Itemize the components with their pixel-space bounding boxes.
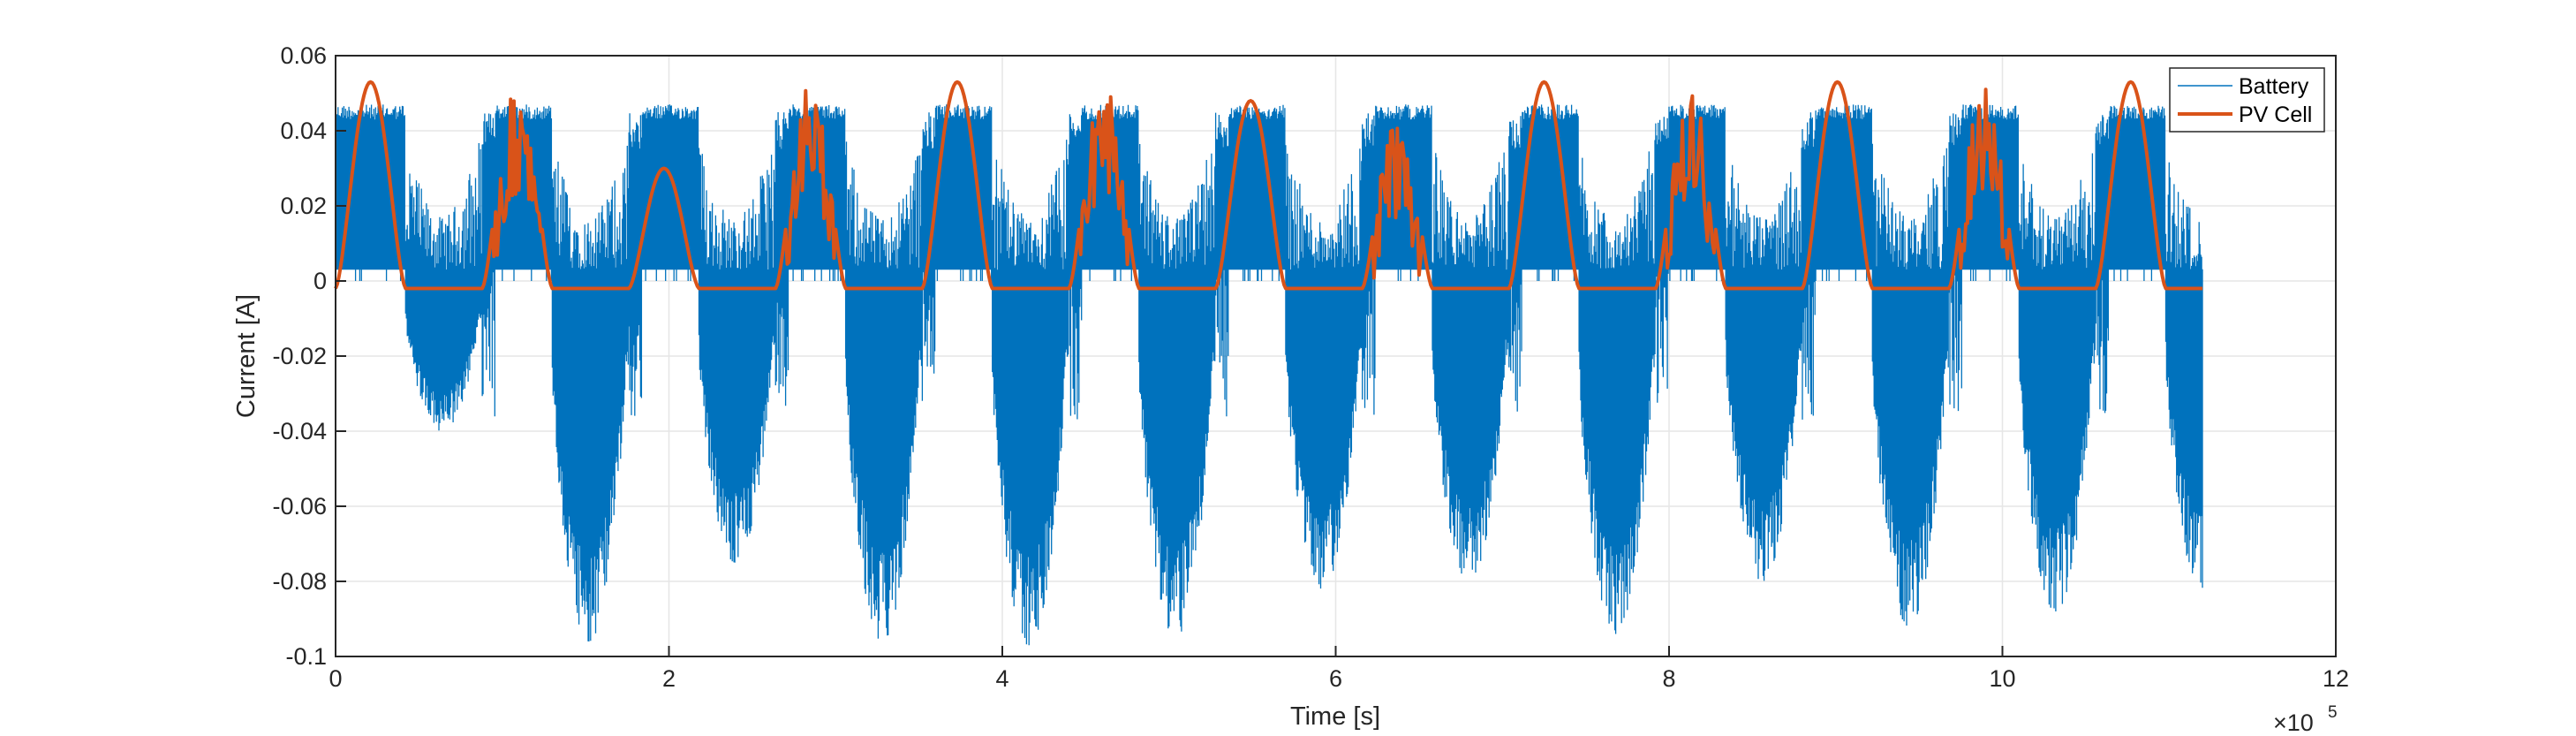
x-tick-labels: 0 2 4 6 8 10 12 (329, 665, 2349, 692)
y-tick-label: 0.02 (280, 193, 327, 219)
x-tick-label: 12 (2323, 665, 2349, 692)
legend-box (2169, 67, 2325, 133)
x-exponent-label: ×10 5 (2273, 703, 2338, 736)
axis-ticks (335, 55, 2337, 657)
y-tick-label: -0.1 (285, 643, 327, 670)
legend-label-pv-cell: PV Cell (2239, 102, 2312, 127)
x-exponent-power: 5 (2328, 703, 2338, 722)
x-axis-label: Time [s] (1290, 702, 1380, 731)
y-tick-labels: -0.1 -0.08 -0.06 -0.04 -0.02 0 0.02 0.04 0.06 (272, 42, 327, 670)
y-tick-label: -0.04 (272, 418, 327, 444)
x-tick-label: 6 (1329, 665, 1342, 692)
x-tick-label: 2 (662, 665, 676, 692)
legend-label-battery: Battery (2239, 74, 2309, 99)
pv-cell-line (334, 80, 2202, 291)
y-tick-label: -0.06 (272, 493, 327, 520)
pv-cell-series (334, 80, 2202, 291)
x-tick-label: 0 (329, 665, 342, 692)
y-tick-label: 0.04 (280, 118, 327, 144)
x-tick-label: 8 (1662, 665, 1675, 692)
x-tick-label: 4 (995, 665, 1008, 692)
y-tick-label: -0.08 (272, 568, 327, 595)
x-tick-label: 10 (1989, 665, 2015, 692)
legend: Battery PV Cell (2169, 67, 2325, 133)
y-tick-label: -0.02 (272, 343, 327, 369)
y-tick-label: 0.06 (280, 42, 327, 69)
y-tick-label: 0 (314, 268, 327, 294)
x-exponent-base: ×10 (2273, 709, 2314, 736)
y-axis-label: Current [A] (232, 294, 261, 418)
